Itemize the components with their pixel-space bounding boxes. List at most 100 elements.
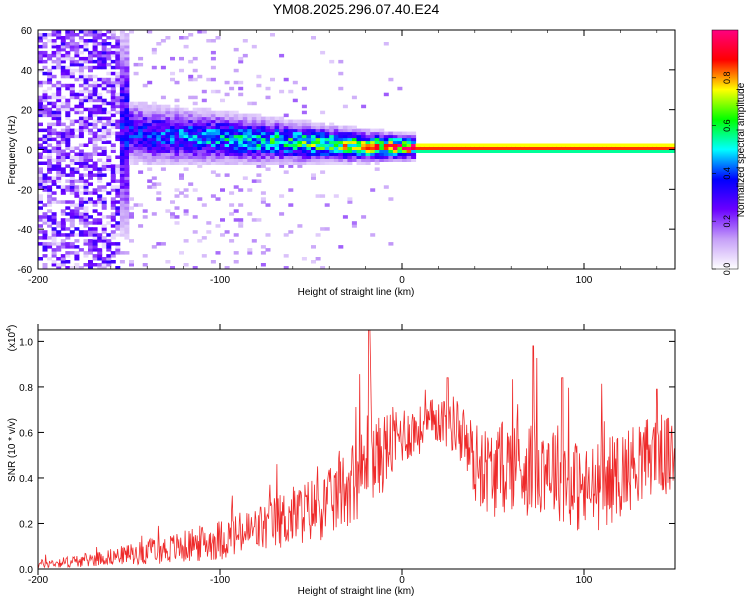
heatmap-cell [147,134,153,139]
heatmap-cell [260,263,266,267]
heatmap-cell [106,248,112,252]
heatmap-cell [65,260,71,264]
heatmap-cell [215,155,221,159]
heatmap-cell [83,65,89,70]
heatmap-cell [65,179,71,183]
heatmap-cell [242,149,248,153]
heatmap-cell [306,119,312,124]
heatmap-cell [60,140,66,144]
heatmap-cell [274,125,280,130]
heatmap-cell [42,113,48,118]
heatmap-cell [192,149,198,153]
heatmap-cell [38,44,43,49]
heatmap-cell [183,36,189,40]
heatmap-cell [51,239,57,243]
heatmap-cell [329,134,335,139]
heatmap-cell [179,149,184,153]
heatmap-cell [420,143,426,147]
heatmap-cell [365,146,371,150]
heatmap-cell [69,95,75,100]
heatmap-cell [97,92,103,97]
heatmap-cell [78,197,84,201]
heatmap-cell [210,143,216,147]
heatmap-cell [78,77,84,82]
heatmap-cell [179,158,184,162]
heatmap-cell [129,131,134,136]
heatmap-cell [215,158,221,162]
heatmap-cell [283,254,289,258]
heatmap-cell [433,146,439,150]
heatmap-cell [515,149,521,153]
heatmap-cell [179,176,184,180]
heatmap-cell [74,33,80,37]
spectrogram-y-label: Frequency (Hz) [7,116,18,185]
heatmap-cell [119,74,125,79]
heatmap-cell [311,143,316,147]
heatmap-cell [251,125,257,130]
heatmap-cell [656,146,662,150]
heatmap-cell [65,30,71,34]
heatmap-cell [170,149,175,153]
heatmap-cell [124,128,130,133]
heatmap-cell [151,185,157,189]
heatmap-cell [170,56,175,61]
heatmap-cell [306,149,312,153]
heatmap-cell [106,242,112,246]
heatmap-cell [301,140,307,144]
heatmap-cell [333,125,339,130]
heatmap-cell [133,125,139,130]
heatmap-cell [92,137,98,142]
heatmap-cell [92,47,98,52]
heatmap-cell [83,161,89,165]
heatmap-cell [60,71,66,76]
heatmap-cell [92,50,98,55]
heatmap-cell [238,149,244,153]
heatmap-cell [233,131,239,136]
heatmap-cell [60,191,66,195]
x-tick-label: 0 [399,575,405,586]
heatmap-cell [38,95,43,100]
heatmap-cell [92,92,98,97]
heatmap-cell [192,125,198,130]
heatmap-cell [129,122,134,127]
heatmap-cell [383,140,389,144]
heatmap-cell [342,152,348,156]
heatmap-cell [170,116,175,121]
heatmap-cell [101,197,107,201]
heatmap-cell [138,170,144,174]
heatmap-cell [56,179,62,183]
heatmap-cell [60,221,66,225]
heatmap-cell [597,146,603,150]
heatmap-cell [101,65,107,70]
heatmap-cell [370,146,376,150]
heatmap-cell [374,140,380,144]
heatmap-cell [69,92,75,97]
heatmap-cell [78,104,84,109]
heatmap-cell [388,158,394,162]
heatmap-cell [565,149,571,153]
heatmap-cell [88,200,93,204]
heatmap-cell [88,110,93,115]
heatmap-cell [97,119,103,124]
heatmap-cell [65,155,71,159]
heatmap-cell [74,266,80,269]
heatmap-cell [197,140,203,144]
heatmap-cell [106,167,112,171]
heatmap-cell [165,36,171,40]
heatmap-cell [365,149,371,153]
heatmap-cell [306,146,312,150]
heatmap-cell [60,134,66,139]
heatmap-cell [438,146,444,150]
heatmap-cell [101,245,107,249]
heatmap-cell [233,143,239,147]
heatmap-cell [65,131,71,136]
heatmap-cell [483,143,489,147]
heatmap-cell [110,86,116,91]
heatmap-cell [233,137,239,142]
heatmap-cell [74,152,80,156]
heatmap-cell [56,62,62,67]
heatmap-cell [106,50,112,55]
heatmap-cell [56,107,62,112]
heatmap-cell [60,122,66,127]
y-tick-label: 0.2 [19,519,33,530]
